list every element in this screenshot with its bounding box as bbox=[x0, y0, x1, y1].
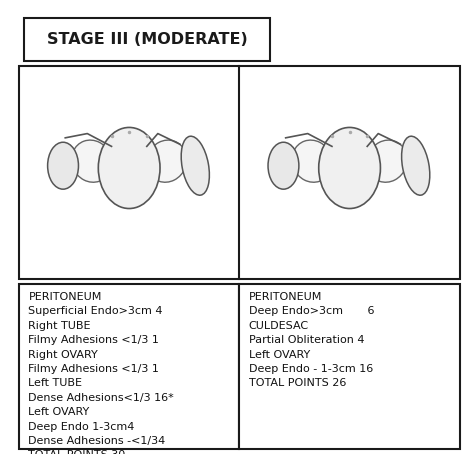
Ellipse shape bbox=[72, 140, 112, 182]
Ellipse shape bbox=[146, 140, 187, 182]
Ellipse shape bbox=[47, 142, 79, 189]
Ellipse shape bbox=[181, 136, 210, 195]
Bar bbox=[19, 284, 239, 449]
Bar bbox=[239, 284, 460, 449]
Bar bbox=[24, 18, 270, 61]
Text: PERITONEUM
Deep Endo>3cm       6
CULDESAC
Partial Obliteration 4
Left OVARY
Deep: PERITONEUM Deep Endo>3cm 6 CULDESAC Part… bbox=[249, 292, 374, 388]
Text: PERITONEUM
Superficial Endo>3cm 4
Right TUBE
Filmy Adhesions <1/3 1
Right OVARY
: PERITONEUM Superficial Endo>3cm 4 Right … bbox=[28, 292, 174, 454]
Ellipse shape bbox=[268, 142, 299, 189]
Ellipse shape bbox=[98, 128, 160, 208]
Ellipse shape bbox=[292, 140, 332, 182]
Bar bbox=[19, 66, 460, 279]
Ellipse shape bbox=[401, 136, 430, 195]
Text: STAGE III (MODERATE): STAGE III (MODERATE) bbox=[46, 32, 247, 47]
Ellipse shape bbox=[367, 140, 407, 182]
Ellipse shape bbox=[319, 128, 381, 208]
